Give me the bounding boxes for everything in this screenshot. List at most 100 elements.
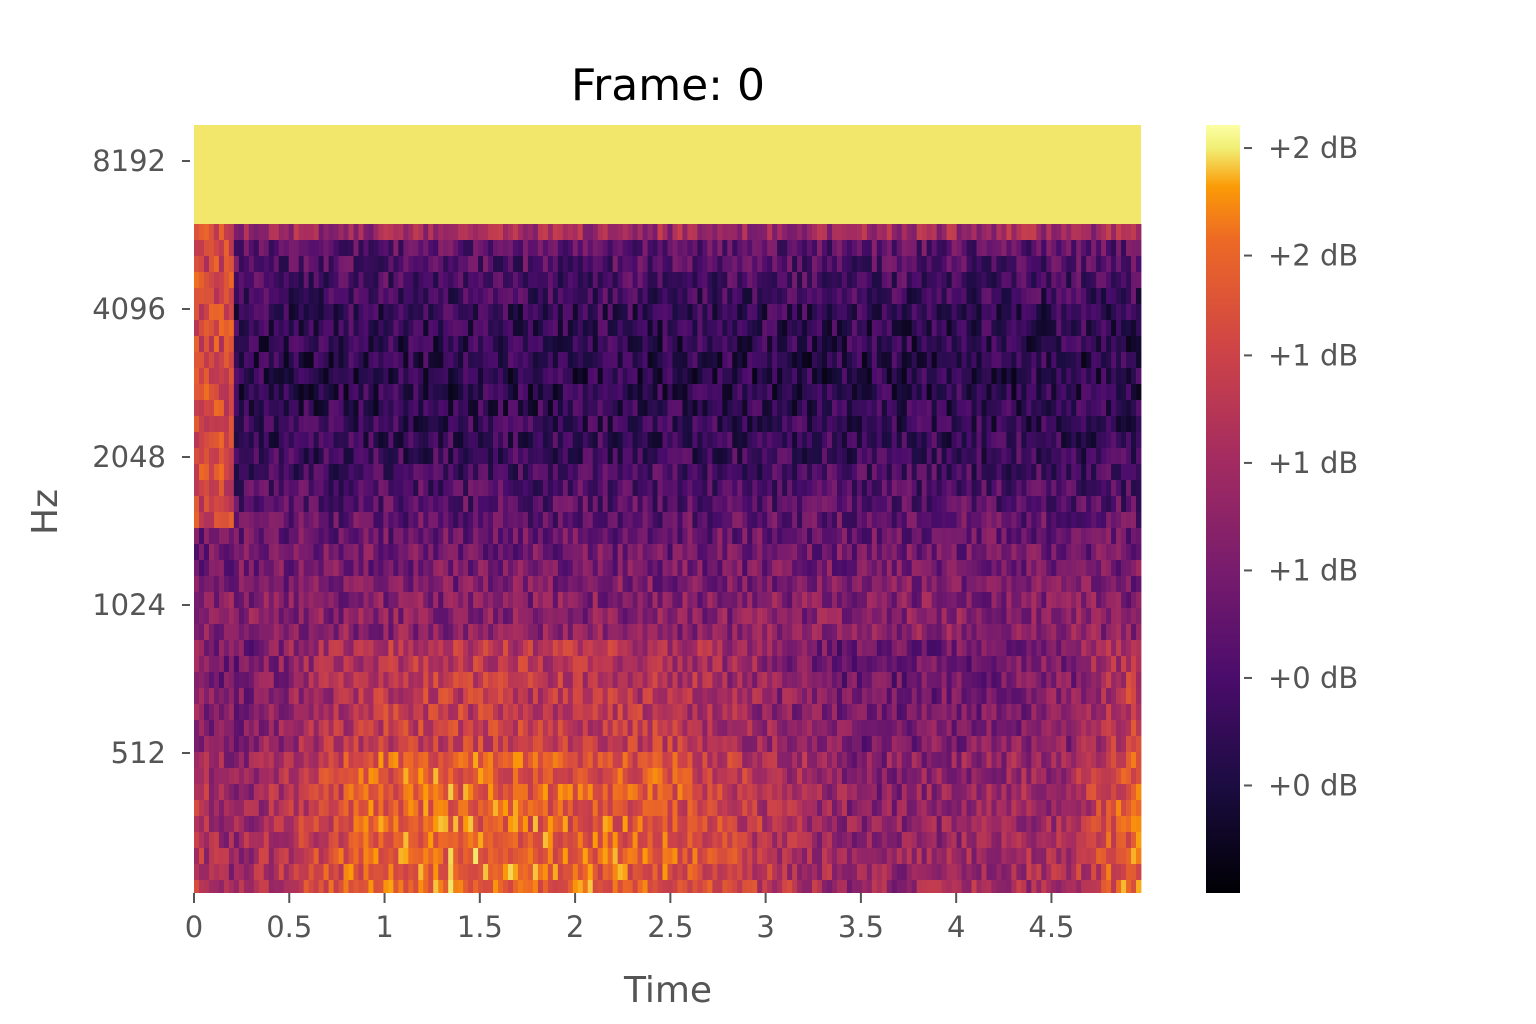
heatmap-column [383, 224, 389, 893]
heatmap-column [1016, 224, 1022, 893]
heatmap-column [966, 224, 972, 893]
heatmap-column [443, 224, 449, 893]
heatmap-column [971, 224, 977, 893]
heatmap-column [522, 224, 529, 893]
heatmap-column [981, 224, 987, 893]
heatmap-column [194, 224, 200, 893]
heatmap-column [961, 224, 967, 893]
heatmap-column [503, 224, 509, 893]
x-axis-label: Time [623, 970, 712, 1011]
heatmap-column [627, 224, 634, 893]
heatmap-column [283, 224, 290, 893]
heatmap-column [263, 224, 270, 893]
colorbar-tick-label: +1 dB [1268, 446, 1358, 480]
heatmap-column [986, 224, 992, 893]
heatmap-column [757, 224, 763, 893]
heatmap-column [353, 224, 359, 893]
heatmap-column [368, 224, 374, 893]
heatmap-column [1116, 224, 1122, 893]
heatmap-column [642, 224, 648, 893]
heatmap-column [941, 224, 948, 893]
heatmap-column [841, 224, 848, 893]
heatmap-column [931, 224, 938, 893]
heatmap-column [876, 224, 883, 893]
heatmap-column [1006, 224, 1012, 893]
heatmap-column [542, 224, 549, 893]
heatmap-column [213, 224, 220, 893]
heatmap-column [338, 224, 344, 893]
heatmap-column [423, 224, 429, 893]
heatmap-column [373, 224, 379, 893]
heatmap-column [752, 224, 758, 893]
heatmap-column [767, 224, 773, 893]
heatmap-column [512, 224, 519, 893]
x-tick-label: 0.5 [266, 910, 312, 944]
heatmap-column [468, 224, 474, 893]
heatmap-column [787, 224, 793, 893]
heatmap-column [592, 224, 599, 893]
heatmap-column [826, 224, 833, 893]
heatmap-column [577, 224, 584, 893]
x-tick-label: 4.5 [1028, 910, 1074, 944]
heatmap-column [647, 224, 653, 893]
heatmap-column [1061, 224, 1067, 893]
heatmap-column [508, 224, 514, 893]
heatmap-column [238, 224, 245, 893]
heatmap-column [233, 224, 240, 893]
chart-title: Frame: 0 [571, 60, 765, 111]
heatmap-column [298, 224, 305, 893]
heatmap-column [438, 224, 444, 893]
heatmap-column [896, 224, 903, 893]
heatmap-column [1126, 224, 1132, 893]
heatmap-column [1076, 224, 1082, 893]
x-tick-label: 4 [947, 910, 965, 944]
heatmap-column [712, 224, 718, 893]
spectrogram-heatmap [194, 125, 1142, 893]
heatmap-column [702, 224, 708, 893]
heatmap-column [697, 224, 703, 893]
heatmap-column [398, 224, 404, 893]
heatmap-column [762, 224, 768, 893]
heatmap-column [1086, 224, 1092, 893]
heatmap-column [817, 224, 823, 893]
heatmap-column [318, 224, 324, 893]
heatmap-column [991, 224, 997, 893]
heatmap-column [488, 224, 494, 893]
heatmap-column [742, 224, 748, 893]
heatmap-column [1041, 224, 1047, 893]
heatmap-column [831, 224, 838, 893]
heatmap-column [851, 224, 858, 893]
heatmap-column [228, 224, 235, 893]
colorbar-tick-label: +0 dB [1268, 768, 1358, 802]
x-tick-label: 2 [566, 910, 584, 944]
heatmap-column [1031, 224, 1037, 893]
heatmap-column [527, 224, 534, 893]
x-axis: 0 0.5 1 1.5 2 2.5 3 3.5 4 4.5 [185, 893, 1075, 944]
heatmap-column [323, 224, 329, 893]
heatmap-column [861, 224, 868, 893]
heatmap-column [288, 224, 295, 893]
heatmap-column [473, 224, 479, 893]
heatmap-column [253, 224, 260, 893]
y-tick-label: 512 [111, 736, 166, 770]
heatmap-column [727, 224, 733, 893]
heatmap-column [547, 224, 554, 893]
heatmap-column [901, 224, 908, 893]
heatmap-column [1056, 224, 1062, 893]
heatmap-column [388, 224, 394, 893]
heatmap-column [293, 224, 300, 893]
x-tick-label: 2.5 [647, 910, 693, 944]
heatmap-column [1036, 224, 1042, 893]
heatmap-column [268, 224, 275, 893]
heatmap-column [637, 224, 643, 893]
heatmap-column [622, 224, 629, 893]
heatmap-column [1136, 224, 1142, 893]
heatmap-column [587, 224, 594, 893]
heatmap-column [911, 224, 918, 893]
heatmap-column [348, 224, 354, 893]
heatmap-column [448, 224, 454, 893]
heatmap-column [483, 224, 489, 893]
heatmap-column [687, 224, 693, 893]
heatmap-column [682, 224, 688, 893]
colorbar-tick-label: +1 dB [1268, 338, 1358, 372]
